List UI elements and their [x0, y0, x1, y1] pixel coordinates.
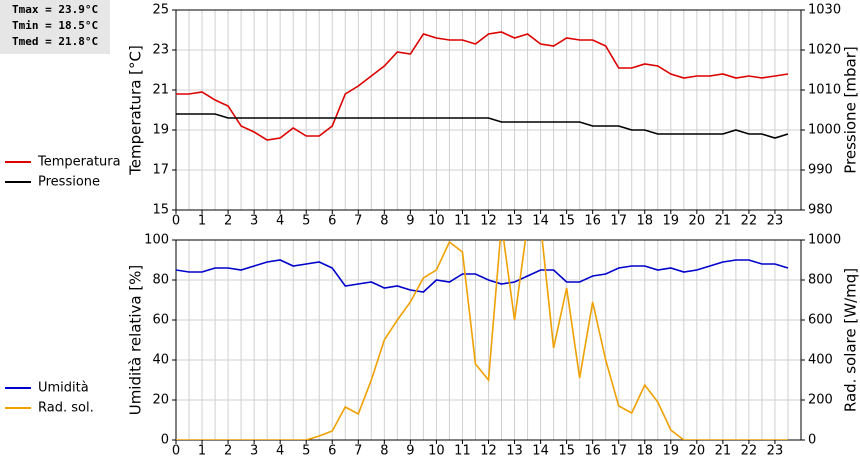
x-tick-label: 19 — [663, 444, 680, 459]
y-tick-label: 40 — [152, 353, 169, 368]
x-tick-label: 14 — [532, 214, 549, 229]
x-tick-label: 21 — [715, 214, 732, 229]
x-tick-label: 18 — [636, 214, 653, 229]
y-tick-label: 23 — [152, 43, 169, 58]
x-tick-label: 5 — [302, 214, 310, 229]
y-tick-label: 80 — [152, 273, 169, 288]
y2-tick-label: 1020 — [808, 43, 841, 58]
y-tick-label: 20 — [152, 393, 169, 408]
annotation: Tmax = 23.9°C — [12, 3, 98, 16]
x-tick-label: 13 — [506, 444, 523, 459]
y2-tick-label: 1010 — [808, 83, 841, 98]
series-line — [176, 113, 789, 139]
x-tick-label: 6 — [328, 214, 336, 229]
legend-label: Umidità — [38, 381, 89, 396]
x-tick-label: 2 — [224, 444, 232, 459]
y-axis-title: Temperatura [°C] — [127, 45, 145, 176]
x-tick-label: 9 — [406, 444, 414, 459]
annotation: Tmed = 21.8°C — [12, 35, 98, 48]
y2-axis-title: Rad. solare [W/mq] — [842, 268, 860, 412]
plot-frame — [175, 9, 802, 211]
y2-tick-label: 200 — [808, 393, 833, 408]
x-tick-label: 17 — [610, 444, 627, 459]
x-tick-label: 3 — [250, 214, 258, 229]
y-tick-label: 100 — [144, 233, 169, 248]
x-tick-label: 4 — [276, 214, 284, 229]
x-tick-label: 3 — [250, 444, 258, 459]
x-tick-label: 7 — [354, 444, 362, 459]
series-line — [176, 240, 788, 440]
x-tick-label: 10 — [428, 444, 445, 459]
y2-tick-label: 1030 — [808, 3, 841, 18]
y2-tick-label: 980 — [808, 203, 833, 218]
y-tick-label: 25 — [152, 3, 169, 18]
y-tick-label: 0 — [161, 433, 169, 448]
x-tick-label: 8 — [380, 444, 388, 459]
y2-tick-label: 1000 — [808, 123, 841, 138]
x-tick-label: 20 — [689, 444, 706, 459]
x-tick-label: 22 — [741, 444, 758, 459]
x-tick-label: 12 — [480, 214, 497, 229]
y2-tick-label: 800 — [808, 273, 833, 288]
x-tick-label: 4 — [276, 444, 284, 459]
x-tick-label: 23 — [767, 214, 784, 229]
y-tick-label: 21 — [152, 83, 169, 98]
x-tick-label: 8 — [380, 214, 388, 229]
y2-tick-label: 990 — [808, 163, 833, 178]
x-tick-label: 1 — [198, 444, 206, 459]
x-tick-label: 13 — [506, 214, 523, 229]
y-tick-label: 15 — [152, 203, 169, 218]
y-tick-label: 19 — [152, 123, 169, 138]
x-tick-label: 15 — [558, 444, 575, 459]
x-tick-label: 0 — [172, 444, 180, 459]
x-tick-label: 12 — [480, 444, 497, 459]
annotation: Tmin = 18.5°C — [12, 19, 98, 32]
legend-label: Temperatura — [37, 155, 121, 170]
series-line — [176, 259, 789, 293]
x-tick-label: 0 — [172, 214, 180, 229]
y2-tick-label: 0 — [808, 433, 816, 448]
x-tick-label: 18 — [636, 444, 653, 459]
stats-box — [0, 0, 110, 54]
y-tick-label: 60 — [152, 313, 169, 328]
x-tick-label: 7 — [354, 214, 362, 229]
x-tick-label: 1 — [198, 214, 206, 229]
x-tick-label: 11 — [454, 214, 471, 229]
x-tick-label: 2 — [224, 214, 232, 229]
series-line — [176, 31, 789, 141]
x-tick-label: 23 — [767, 444, 784, 459]
x-tick-label: 11 — [454, 444, 471, 459]
x-tick-label: 16 — [584, 214, 601, 229]
x-tick-label: 20 — [689, 214, 706, 229]
x-tick-label: 6 — [328, 444, 336, 459]
y2-tick-label: 400 — [808, 353, 833, 368]
x-tick-label: 19 — [663, 214, 680, 229]
legend-label: Pressione — [38, 175, 100, 190]
x-tick-label: 21 — [715, 444, 732, 459]
x-tick-label: 15 — [558, 214, 575, 229]
legend-label: Rad. sol. — [38, 401, 94, 416]
x-tick-label: 5 — [302, 444, 310, 459]
x-tick-label: 22 — [741, 214, 758, 229]
plot-frame — [175, 239, 802, 441]
x-tick-label: 9 — [406, 214, 414, 229]
y2-axis-title: Pressione [mbar] — [842, 46, 860, 174]
x-tick-label: 10 — [428, 214, 445, 229]
x-tick-label: 17 — [610, 214, 627, 229]
x-tick-label: 16 — [584, 444, 601, 459]
y2-tick-label: 1000 — [808, 233, 841, 248]
x-tick-label: 14 — [532, 444, 549, 459]
y2-tick-label: 600 — [808, 313, 833, 328]
y-axis-title: Umidità relativa [%] — [127, 265, 145, 416]
y-tick-label: 17 — [152, 163, 169, 178]
